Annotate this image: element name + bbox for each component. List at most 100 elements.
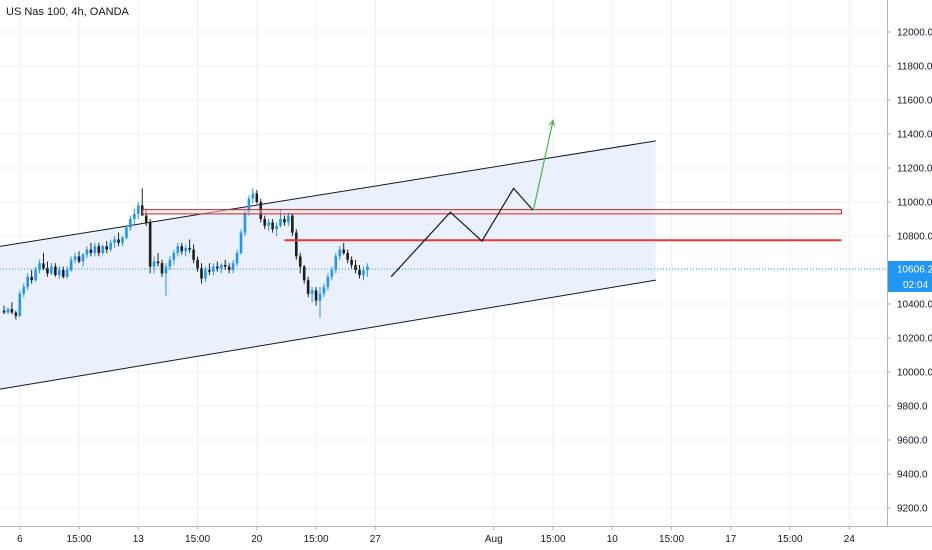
candle-body xyxy=(188,247,191,250)
candle-body xyxy=(42,263,45,269)
candle-body xyxy=(192,249,195,260)
candle-body xyxy=(306,280,310,294)
candle-body xyxy=(58,270,61,276)
candle-body xyxy=(263,219,266,226)
y-tick-label: 10200.0 xyxy=(897,334,932,345)
candle-body xyxy=(14,312,18,316)
candle-body xyxy=(243,212,247,233)
candle-body xyxy=(255,193,259,202)
candle-body xyxy=(310,290,314,294)
resistance-zone xyxy=(141,209,842,215)
candle-body xyxy=(342,249,345,253)
y-tick-label: 11800.0 xyxy=(897,62,932,73)
candle-body xyxy=(69,259,73,270)
x-tick-label: 13 xyxy=(133,534,145,545)
candle-body xyxy=(97,246,101,253)
candle-body xyxy=(326,276,330,287)
candle-body xyxy=(180,246,184,252)
x-tick-label: 15:00 xyxy=(304,534,329,545)
candle-body xyxy=(239,232,243,253)
candle-body xyxy=(346,253,349,260)
candle-body xyxy=(235,253,239,264)
candle-body xyxy=(6,309,10,313)
target-arrow-head xyxy=(548,119,556,127)
x-tick-label: 15:00 xyxy=(778,534,803,545)
candle-body xyxy=(101,246,105,253)
y-tick-label: 9600.0 xyxy=(897,436,928,447)
candle-body xyxy=(10,309,14,313)
candle-body xyxy=(204,270,207,279)
y-tick-label: 11600.0 xyxy=(897,96,932,107)
y-tick-label: 9800.0 xyxy=(897,402,928,413)
drawings[interactable] xyxy=(141,119,842,278)
x-tick-label: 15:00 xyxy=(185,534,210,545)
candle-body xyxy=(137,205,140,214)
candle-body xyxy=(219,264,223,269)
candle-body xyxy=(208,270,211,272)
candle-body xyxy=(223,264,227,267)
candle-body xyxy=(251,193,255,199)
x-tick-label: 15:00 xyxy=(67,534,92,545)
candle-body xyxy=(89,249,93,253)
projection-path xyxy=(390,187,534,278)
candle-body xyxy=(168,259,172,267)
candle-body xyxy=(212,266,215,272)
candle-body xyxy=(105,246,108,250)
y-tick-label: 12000.0 xyxy=(897,28,932,39)
candle-body xyxy=(129,219,132,228)
candle-body xyxy=(227,266,231,270)
candle-body xyxy=(18,293,22,316)
candle-body xyxy=(314,290,318,301)
candle-body xyxy=(216,266,219,269)
candle-body xyxy=(287,215,290,223)
candle-body xyxy=(302,266,306,281)
candle-body xyxy=(156,261,160,264)
candle-body xyxy=(144,215,148,223)
candle-body xyxy=(275,225,278,230)
candle-body xyxy=(46,268,49,274)
price-tag-value: 10606.2 xyxy=(897,264,932,275)
x-tick-label: 6 xyxy=(17,534,23,545)
candle-body xyxy=(160,263,164,274)
y-tick-label: 9400.0 xyxy=(897,470,928,481)
channel-upper-line xyxy=(0,140,656,247)
x-tick-label: 20 xyxy=(251,534,263,545)
candle-body xyxy=(271,222,274,230)
candle-body xyxy=(152,261,156,267)
candle-body xyxy=(2,310,6,313)
countdown-tag xyxy=(888,276,932,292)
y-tick-label: 9200.0 xyxy=(897,504,928,515)
candle-body xyxy=(148,222,152,267)
y-tick-label: 10400.0 xyxy=(897,300,932,311)
candle-body xyxy=(61,270,65,277)
candle-body xyxy=(298,256,302,267)
y-tick-label: 11400.0 xyxy=(897,130,932,141)
candle-body xyxy=(283,219,286,223)
candle-body xyxy=(117,239,120,243)
candle-body xyxy=(176,246,180,253)
candle-body xyxy=(358,270,361,276)
candle-body xyxy=(338,249,342,257)
x-tick-label: Aug xyxy=(485,534,503,545)
x-tick-label: 24 xyxy=(844,534,856,545)
candle-body xyxy=(322,287,326,294)
x-tick-label: 15:00 xyxy=(659,534,684,545)
y-tick-label: 10800.0 xyxy=(897,232,932,243)
candle-body xyxy=(22,287,26,294)
x-tick-label: 15:00 xyxy=(541,534,566,545)
candle-body xyxy=(184,247,187,252)
ascending-channel[interactable] xyxy=(0,140,656,393)
candle-body xyxy=(172,253,176,260)
candle-body xyxy=(267,222,270,226)
x-tick-label: 17 xyxy=(725,534,737,545)
candle-body xyxy=(30,276,33,281)
candle-body xyxy=(85,249,89,255)
countdown-value: 02:04 xyxy=(903,280,928,291)
candle-body xyxy=(354,264,357,270)
candle-body xyxy=(318,293,322,301)
target-arrow-line xyxy=(532,120,554,211)
candle-body xyxy=(26,276,29,287)
y-tick-label: 11000.0 xyxy=(897,198,932,209)
